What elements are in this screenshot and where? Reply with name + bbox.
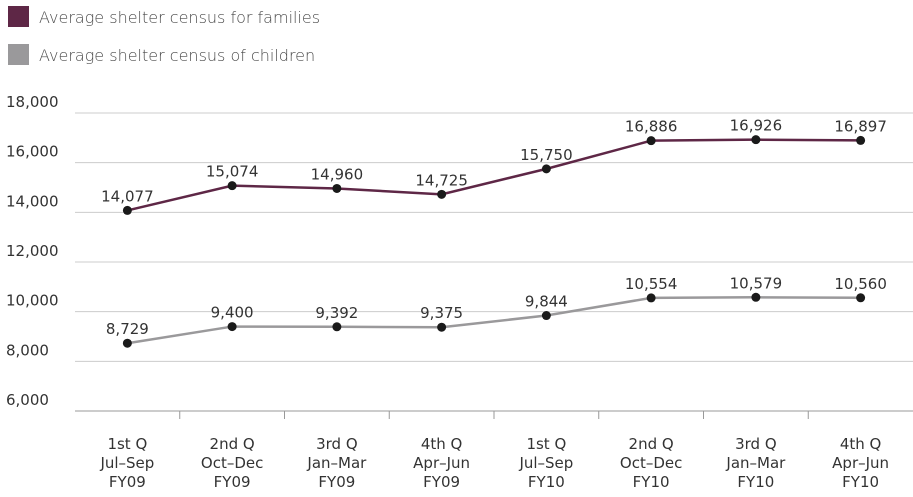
x-category-label: 3rd Q — [316, 435, 358, 453]
x-category-label: FY09 — [423, 473, 460, 491]
data-point — [751, 292, 761, 302]
y-tick-label: 10,000 — [6, 292, 59, 310]
legend-label-1: Average shelter census for families — [39, 8, 320, 27]
data-point — [227, 181, 237, 191]
y-tick-label: 8,000 — [6, 341, 49, 359]
x-category-label: FY09 — [318, 473, 355, 491]
data-label: 9,400 — [211, 304, 254, 322]
data-point — [332, 183, 342, 193]
x-category-label: 3rd Q — [735, 435, 777, 453]
x-category-label: Oct–Dec — [620, 454, 682, 472]
x-category-label: Jul–Sep — [518, 454, 573, 472]
data-label: 14,725 — [415, 171, 468, 189]
y-tick-label: 16,000 — [6, 143, 59, 161]
x-category-label: 2nd Q — [629, 435, 674, 453]
data-label: 10,554 — [625, 275, 678, 293]
x-category-label: 4th Q — [840, 435, 882, 453]
data-point — [332, 322, 342, 332]
y-tick-label: 12,000 — [6, 242, 59, 260]
data-label: 10,579 — [730, 274, 783, 292]
data-label: 14,077 — [101, 187, 154, 205]
x-category-label: Oct–Dec — [201, 454, 263, 472]
data-point — [541, 164, 551, 174]
x-category-label: 4th Q — [421, 435, 463, 453]
x-category-label: FY10 — [528, 473, 565, 491]
x-category-label: Apr–Jun — [413, 454, 470, 472]
data-point — [122, 205, 132, 215]
data-label: 9,375 — [420, 304, 463, 322]
x-category-label: 1st Q — [107, 435, 147, 453]
legend-label-2: Average shelter census of children — [39, 46, 315, 65]
y-tick-label: 6,000 — [6, 391, 49, 409]
x-category-label: Jan–Mar — [725, 454, 786, 472]
x-category-label: FY10 — [737, 473, 774, 491]
legend-swatch-2 — [8, 44, 29, 65]
data-point — [646, 136, 656, 146]
series-line-1 — [127, 138, 861, 212]
x-category-label: Jul–Sep — [99, 454, 154, 472]
y-tick-label: 18,000 — [6, 93, 59, 111]
data-point — [541, 311, 551, 321]
data-point — [856, 135, 866, 145]
data-point — [122, 338, 132, 348]
x-category-label: FY10 — [842, 473, 879, 491]
x-category-label: FY10 — [633, 473, 670, 491]
x-category-label: 2nd Q — [210, 435, 255, 453]
y-tick-label: 14,000 — [6, 192, 59, 210]
data-label: 10,560 — [834, 275, 887, 293]
data-label: 9,844 — [525, 293, 568, 311]
data-point — [751, 135, 761, 145]
x-category-label: Jan–Mar — [306, 454, 367, 472]
data-point — [227, 322, 237, 332]
data-label: 16,886 — [625, 118, 678, 136]
data-label: 16,926 — [730, 117, 783, 135]
x-category-label: Apr–Jun — [832, 454, 889, 472]
data-label: 15,074 — [206, 163, 259, 181]
legend-swatch-1 — [8, 6, 29, 27]
data-point — [646, 293, 656, 303]
data-point — [856, 293, 866, 303]
data-point — [437, 322, 447, 332]
x-category-label: FY09 — [214, 473, 251, 491]
data-point — [437, 189, 447, 199]
x-category-label: FY09 — [109, 473, 146, 491]
x-category-label: 1st Q — [526, 435, 566, 453]
data-label: 15,750 — [520, 146, 573, 164]
series-line-2 — [127, 296, 861, 345]
data-label: 9,392 — [315, 304, 358, 322]
data-label: 14,960 — [311, 165, 364, 183]
data-label: 8,729 — [106, 320, 149, 338]
data-label: 16,897 — [834, 117, 887, 135]
